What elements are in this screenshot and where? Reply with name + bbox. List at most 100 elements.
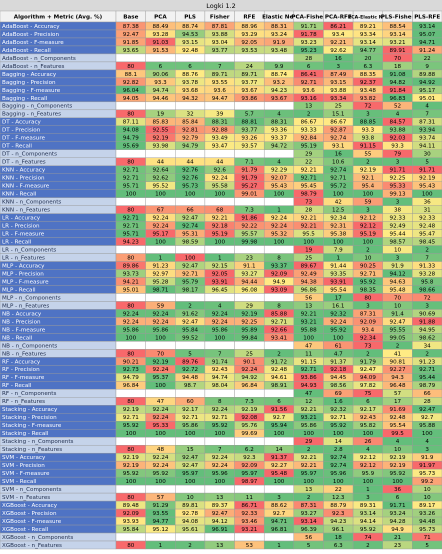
cell-value: 75 (364, 391, 372, 397)
cell-value: 91.15 (301, 359, 317, 365)
cell-value: 93.78 (182, 80, 198, 86)
row-label: Stacking - F-measure (2, 423, 62, 429)
cell-value: 91.74 (212, 359, 228, 365)
cell-value: 90.21 (123, 359, 139, 365)
cell-value: 94.77 (152, 519, 168, 525)
cell-value: 93.28 (152, 32, 168, 38)
cell-value: 94.23 (123, 239, 139, 245)
cell-value: 3 (366, 112, 370, 118)
cell-value: 92.25 (390, 176, 406, 182)
cell-value: 95.71 (123, 184, 139, 190)
cell-value: 92.24 (152, 367, 168, 373)
cell-value: 91.1 (243, 263, 256, 269)
cell-value: 3 (396, 200, 400, 206)
cell-value: 92.48 (390, 415, 406, 421)
cell-value: 80 (127, 64, 135, 70)
value-cell (145, 149, 176, 158)
cell-value: 5 (425, 543, 429, 549)
cell-value: 100 (155, 431, 166, 437)
cell-value: 95.28 (152, 279, 168, 285)
cell-value: 89.91 (390, 48, 406, 54)
cell-value: 29 (246, 303, 254, 309)
cell-value: 87.11 (123, 120, 139, 126)
cell-value: 92.21 (330, 40, 346, 46)
cell-value: 10 (394, 447, 402, 453)
row-label: AdaBoost - n_Features (2, 64, 65, 70)
row-label: SVM - F-measure (2, 471, 50, 477)
cell-value: 96.08 (241, 287, 257, 293)
cell-value: 88.81 (241, 120, 257, 126)
cell-value: 9 (425, 64, 429, 70)
cell-value: 19 (157, 112, 165, 118)
cell-value: 7.9 (334, 247, 343, 253)
cell-value: 66 (424, 391, 432, 397)
cell-value: 16 (335, 152, 343, 158)
cell-value: 91.78 (301, 32, 317, 38)
cell-value: 93.26 (419, 511, 435, 517)
cell-value: 91.9 (391, 263, 404, 269)
cell-value: 89.31 (360, 503, 376, 509)
cell-value: 95.44 (390, 231, 406, 237)
cell-value: 2 (425, 247, 429, 253)
cell-value: 91.44 (330, 263, 346, 269)
cell-value: 93.29 (241, 32, 257, 38)
cell-value: 95.92 (360, 279, 376, 285)
cell-value: 86.71 (241, 503, 257, 509)
cell-value: 99.13 (390, 192, 406, 198)
cell-value: 95.19 (212, 231, 228, 237)
cell-value: 4 (218, 303, 222, 309)
cell-value: 92.22 (241, 224, 257, 230)
cell-value: 100 (274, 431, 285, 437)
cell-value: 95.96 (330, 471, 346, 477)
cell-value: 93.04 (212, 40, 228, 46)
cell-value: 91.53 (152, 48, 168, 54)
value-cell (204, 53, 235, 63)
cell-value: 100 (155, 479, 166, 485)
cell-value: 93.24 (271, 32, 287, 38)
row-label: XGBoost - n_Features (2, 543, 62, 549)
cell-value: 92.47 (182, 263, 198, 269)
header-label: PLS-RFE (414, 15, 440, 21)
cell-value: 2 (425, 351, 429, 357)
cell-value: 95.97 (182, 471, 198, 477)
cell-value: 92.71 (212, 415, 228, 421)
cell-value: 85.84 (182, 120, 198, 126)
value-cell (175, 389, 206, 398)
cell-value: 93.57 (241, 144, 257, 150)
cell-value: 22 (305, 160, 312, 166)
cell-value: 80 (127, 303, 135, 309)
row-label: Bagging - n_Components (2, 104, 72, 110)
cell-value: 95.48 (271, 471, 287, 477)
cell-value: 52 (394, 104, 401, 110)
header-label: PCA-Fisher (291, 15, 326, 21)
cell-value: 91.71 (419, 168, 435, 174)
value-cell (115, 532, 146, 542)
cell-value: 93.37 (271, 263, 287, 269)
cell-value: 95.69 (123, 144, 139, 150)
cell-value: 95.71 (123, 231, 139, 237)
cell-value: 44 (216, 160, 224, 166)
cell-value: 100 (392, 479, 403, 485)
cell-value: 92.3 (243, 455, 256, 461)
cell-value: 13 (216, 543, 224, 549)
value-cell (115, 437, 146, 446)
cell-value: 92.71 (301, 367, 317, 373)
cell-value: 92.74 (330, 463, 346, 469)
cell-value: 92.87 (330, 128, 346, 134)
cell-value: 93.14 (360, 511, 376, 517)
cell-value: 2 (188, 543, 192, 549)
cell-value: 99.05 (390, 335, 406, 341)
cell-value: 100 (363, 431, 374, 437)
cell-value: 93.48 (271, 48, 287, 54)
value-cell (263, 389, 295, 398)
header-label: PCA-Elastic Net (348, 15, 389, 21)
cell-value: 91.24 (419, 48, 435, 54)
cell-value: 95.07 (419, 32, 435, 38)
cell-value: 92.24 (123, 311, 139, 317)
cell-value: 92.37 (360, 80, 376, 86)
cell-value: 36 (424, 200, 432, 206)
value-cell (234, 101, 265, 111)
cell-value: 92.48 (419, 224, 435, 230)
cell-value: 92.71 (123, 224, 139, 230)
cell-value: 93.86 (301, 375, 317, 381)
